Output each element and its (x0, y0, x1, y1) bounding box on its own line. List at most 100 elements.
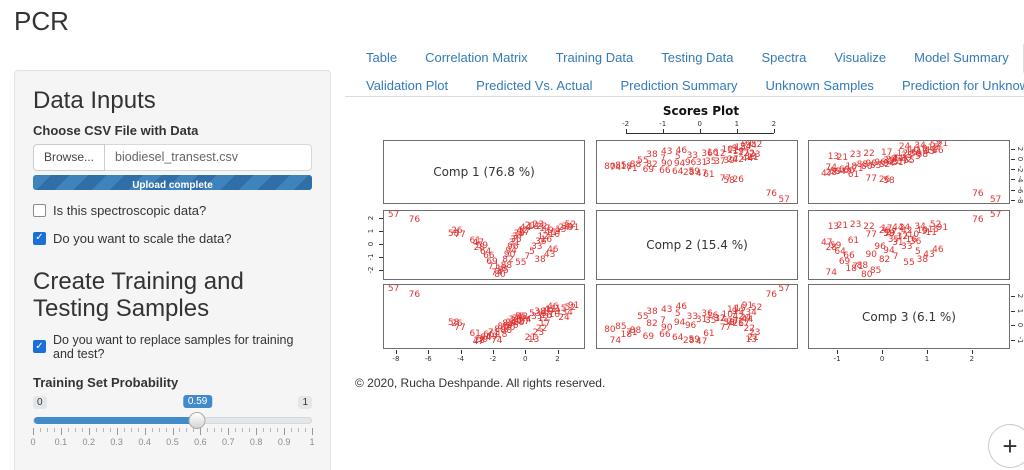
sample-point-label: 82 (646, 159, 658, 170)
sample-point-label: 22 (535, 222, 548, 233)
sample-point-label: 96 (507, 242, 519, 253)
axis-tick-label: -6 (1016, 186, 1024, 194)
sample-point-label: 90 (503, 323, 516, 334)
sample-point-label: 19 (542, 225, 554, 236)
tab-scores[interactable]: Scores (1022, 42, 1024, 73)
sample-point-label: 90 (865, 159, 877, 170)
sample-point-label: 16 (706, 310, 719, 321)
sample-point-label: 71 (487, 327, 500, 338)
sample-point-label: 82 (502, 319, 514, 330)
scatter-panel-r3c1: 57 76 58 26 77 61 47 28 59 64 66 69 71 74 18 80 85 88 82 90… (383, 284, 585, 349)
sample-point-label: 66 (843, 165, 855, 176)
sample-point-label: 90 (660, 159, 673, 170)
sample-point-label: 47 (472, 238, 485, 249)
sample-point-label: 77 (865, 230, 877, 241)
sample-point-label: 59 (829, 240, 842, 251)
sample-point-label: 35 (510, 316, 522, 327)
sample-point-label: 44 (892, 154, 904, 165)
axis-tick-label: -1 (367, 253, 375, 261)
axis-tick-label: 2 (771, 120, 777, 128)
sample-point-label: 18 (495, 329, 508, 340)
sample-point-label: 58 (447, 317, 460, 328)
sample-point-label: 12 (896, 232, 909, 243)
checkbox-spectroscopic-box[interactable] (33, 203, 46, 217)
sample-point-label: 23 (849, 150, 862, 161)
tab-spectra[interactable]: Spectra (761, 50, 807, 65)
diag-panel-comp1: Comp 1 (76.8 %) (383, 140, 585, 204)
checkbox-scale-box[interactable]: ✓ (33, 231, 46, 245)
checkbox-scale[interactable]: ✓ Do you want to scale the data? (33, 231, 312, 246)
sample-point-label: 19 (542, 307, 554, 318)
diag-panel-comp2: Comp 2 (15.4 %) (596, 210, 798, 280)
sample-point-label: 13 (527, 221, 540, 232)
slider-track[interactable] (33, 411, 312, 429)
sample-point-label: 77 (454, 230, 466, 241)
sample-point-label: 61 (469, 235, 481, 246)
tab-testing-data[interactable]: Testing Data (661, 50, 734, 65)
tab-predicted-vs-actual[interactable]: Predicted Vs. Actual (476, 78, 593, 93)
tab-model-summary[interactable]: Model Summary (914, 50, 1009, 65)
sample-point-label: 80 (604, 324, 616, 335)
sample-point-label: 16 (905, 147, 917, 158)
slider-handle[interactable] (188, 411, 206, 429)
sample-point-label: 44 (741, 315, 754, 325)
axis-tick-label: 2 (1016, 294, 1024, 299)
sample-point-label: 10 (548, 310, 561, 321)
sample-point-label: 39 (723, 317, 735, 328)
sample-point-label: 22 (535, 324, 548, 335)
sample-point-label: 31 (695, 157, 708, 168)
sample-point-label: 7 (524, 251, 531, 262)
sample-point-label: 47 (821, 238, 833, 249)
sample-point-label: 37 (896, 232, 909, 243)
file-name-field[interactable]: biodiesel_transest.csv (105, 143, 312, 171)
scatter-panel-r3c2: 57 76 58 26 77 61 47 28 59 64 66 69 71 74 18 80 85 88 82 90… (596, 284, 798, 349)
tab-prediction-for-unknowns[interactable]: Prediction for Unknowns (901, 78, 1024, 93)
sample-point-label: 85 (869, 265, 882, 276)
tab-validation-plot[interactable]: Validation Plot (366, 78, 449, 93)
sample-point-label: 23 (749, 150, 761, 161)
tab-training-data[interactable]: Training Data (555, 50, 634, 65)
axis-tick-label: -2 (489, 355, 497, 363)
sample-point-label: 37 (714, 313, 726, 324)
sample-point-label: 38 (534, 307, 546, 318)
sample-point-label: 36 (535, 236, 547, 247)
sample-point-label: 15 (555, 303, 567, 314)
sample-point-label: 33 (686, 150, 699, 161)
checkbox-spectroscopic[interactable]: Is this spectroscopic data? (33, 203, 312, 218)
sample-point-label: 7 (892, 251, 899, 262)
browse-button[interactable]: Browse... (33, 143, 106, 171)
tab-table[interactable]: Table (366, 50, 398, 65)
slider-value-badge: 0.59 (182, 394, 213, 408)
sample-point-label: 11 (727, 146, 739, 157)
sample-point-label: 19 (916, 147, 929, 158)
scatter-panel-r1c3: 57 76 58 26 77 61 47 28 59 64 66 69 71 74 18 80 85 88 82 90… (808, 140, 1010, 204)
sample-point-label: 16 (706, 147, 719, 158)
sample-point-label: 37 (511, 232, 524, 243)
sample-point-label: 28 (683, 336, 695, 346)
sample-point-label: 80 (861, 269, 873, 280)
sample-point-label: 88 (629, 160, 642, 171)
axis-tick-label: 2 (555, 355, 560, 363)
sample-point-label: 46 (932, 245, 944, 256)
sample-point-label: 82 (646, 319, 658, 330)
sample-point-label: 58 (447, 229, 460, 240)
tab-unknown-samples[interactable]: Unknown Samples (765, 78, 874, 93)
copyright-text: © 2020, Rucha Deshpande. All rights rese… (355, 376, 606, 390)
sample-point-label: 76 (408, 289, 421, 300)
sample-point-label: 91 (741, 140, 754, 150)
sample-point-label: 9 (921, 144, 928, 155)
checkbox-replace[interactable]: ✓ Do you want to replace samples for tra… (33, 333, 312, 361)
axis-tick-label: -1 (659, 120, 667, 128)
floating-plus-button[interactable]: + (988, 424, 1024, 468)
tab-visualize[interactable]: Visualize (834, 50, 887, 65)
sample-point-label: 88 (856, 160, 869, 171)
sample-point-label: 77 (454, 323, 466, 334)
tab-prediction-summary[interactable]: Prediction Summary (620, 78, 738, 93)
sample-point-label: 85 (615, 161, 627, 172)
sample-point-label: 37 (714, 156, 726, 167)
sample-point-label: 64 (834, 246, 846, 257)
sample-point-label: 80 (604, 162, 616, 173)
sample-point-label: 69 (838, 164, 851, 175)
checkbox-replace-box[interactable]: ✓ (33, 340, 46, 354)
tab-correlation-matrix[interactable]: Correlation Matrix (425, 50, 528, 65)
